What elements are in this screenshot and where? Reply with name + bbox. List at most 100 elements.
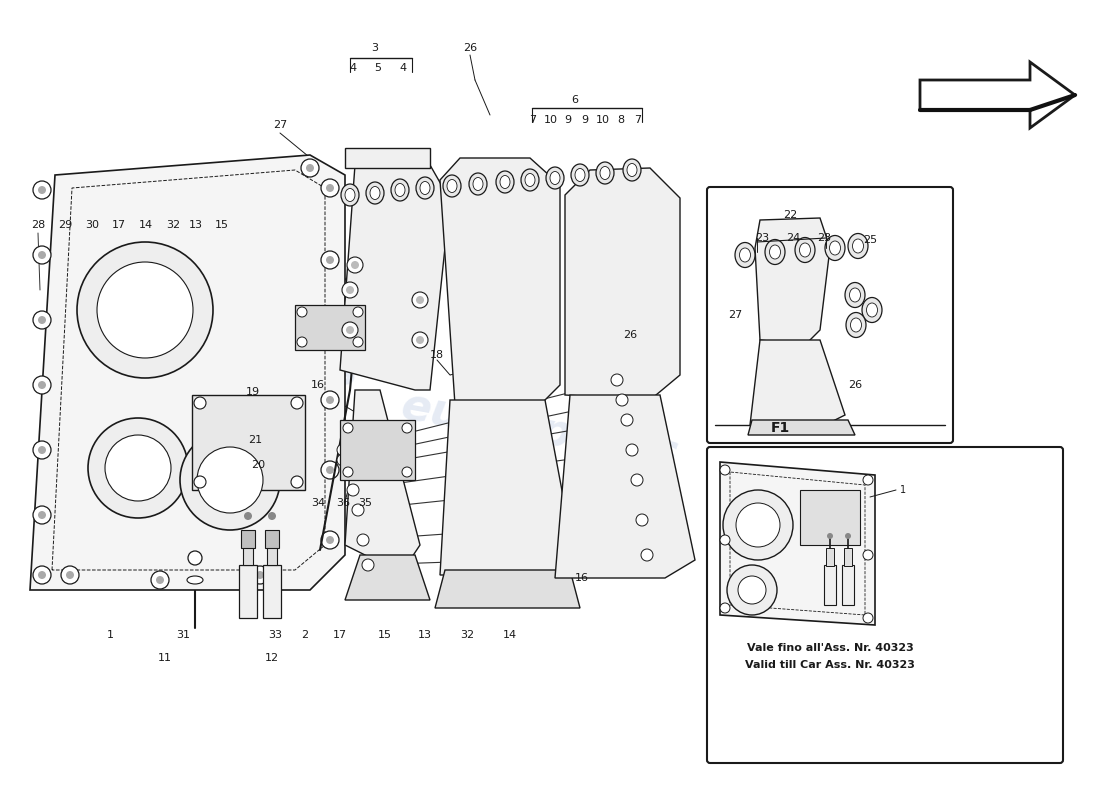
Text: 6: 6 (572, 95, 579, 105)
Circle shape (39, 571, 46, 579)
Circle shape (194, 476, 206, 488)
Polygon shape (267, 545, 277, 565)
Circle shape (180, 430, 280, 530)
Circle shape (352, 504, 364, 516)
Circle shape (39, 381, 46, 389)
Text: 26: 26 (463, 43, 477, 53)
Polygon shape (440, 400, 575, 575)
Circle shape (326, 396, 334, 404)
Text: 4: 4 (399, 63, 407, 73)
Circle shape (194, 397, 206, 409)
Polygon shape (556, 395, 695, 578)
Text: 2: 2 (301, 630, 309, 640)
Ellipse shape (800, 243, 811, 257)
Circle shape (720, 535, 730, 545)
Text: Valid till Car Ass. Nr. 40323: Valid till Car Ass. Nr. 40323 (745, 660, 915, 670)
Circle shape (864, 613, 873, 623)
Circle shape (33, 376, 51, 394)
Polygon shape (265, 530, 279, 548)
Ellipse shape (862, 298, 882, 322)
Text: 30: 30 (85, 220, 99, 230)
Circle shape (88, 418, 188, 518)
Text: 28: 28 (31, 220, 45, 230)
Ellipse shape (366, 182, 384, 204)
Text: 26: 26 (848, 380, 862, 390)
Text: 11: 11 (158, 653, 172, 663)
Circle shape (156, 576, 164, 584)
Circle shape (827, 533, 833, 539)
Ellipse shape (395, 183, 405, 197)
Circle shape (412, 332, 428, 348)
Text: 4: 4 (350, 63, 356, 73)
Circle shape (326, 256, 334, 264)
Circle shape (33, 181, 51, 199)
Polygon shape (192, 395, 305, 490)
Circle shape (321, 461, 339, 479)
Polygon shape (340, 420, 415, 480)
Circle shape (416, 336, 424, 344)
Circle shape (337, 454, 349, 466)
Ellipse shape (623, 159, 641, 181)
Ellipse shape (416, 177, 434, 199)
Circle shape (77, 242, 213, 378)
Circle shape (626, 444, 638, 456)
Text: 10: 10 (544, 115, 558, 125)
Circle shape (610, 374, 623, 386)
Circle shape (362, 559, 374, 571)
Text: 9: 9 (564, 115, 572, 125)
Text: 7: 7 (635, 115, 641, 125)
Ellipse shape (848, 234, 868, 258)
Circle shape (353, 307, 363, 317)
Polygon shape (800, 490, 860, 545)
Ellipse shape (550, 171, 560, 185)
FancyBboxPatch shape (707, 447, 1063, 763)
Polygon shape (263, 565, 280, 618)
Ellipse shape (845, 282, 865, 307)
Text: 9: 9 (582, 115, 588, 125)
Polygon shape (241, 530, 255, 548)
Text: 21: 21 (248, 435, 262, 445)
Text: 20: 20 (251, 460, 265, 470)
FancyBboxPatch shape (707, 187, 953, 443)
Ellipse shape (846, 313, 866, 338)
Text: 13: 13 (418, 630, 432, 640)
Circle shape (346, 257, 363, 273)
Ellipse shape (825, 235, 845, 261)
Text: eurospares: eurospares (398, 384, 682, 476)
Polygon shape (720, 462, 874, 625)
Polygon shape (920, 62, 1075, 128)
Polygon shape (295, 305, 365, 350)
Circle shape (736, 503, 780, 547)
Circle shape (326, 536, 334, 544)
Polygon shape (243, 545, 253, 565)
Text: 18: 18 (430, 350, 444, 360)
Circle shape (738, 576, 766, 604)
Circle shape (326, 466, 334, 474)
Text: 16: 16 (311, 380, 324, 390)
Ellipse shape (187, 576, 204, 584)
Circle shape (268, 512, 276, 520)
Text: 14: 14 (503, 630, 517, 640)
Circle shape (727, 565, 777, 615)
Text: 13: 13 (189, 220, 204, 230)
Circle shape (97, 262, 192, 358)
Polygon shape (345, 555, 430, 600)
Text: eurospares: eurospares (78, 304, 362, 396)
Text: 27: 27 (728, 310, 743, 320)
Circle shape (301, 159, 319, 177)
Polygon shape (345, 148, 430, 168)
Ellipse shape (571, 164, 588, 186)
Ellipse shape (829, 241, 840, 255)
Text: Vale fino all'Ass. Nr. 40323: Vale fino all'Ass. Nr. 40323 (747, 643, 913, 653)
Ellipse shape (473, 178, 483, 190)
Ellipse shape (469, 173, 487, 195)
Text: 15: 15 (378, 630, 392, 640)
Text: 26: 26 (623, 330, 637, 340)
Polygon shape (434, 570, 580, 608)
Circle shape (39, 186, 46, 194)
Ellipse shape (764, 239, 785, 265)
Circle shape (616, 394, 628, 406)
Ellipse shape (627, 163, 637, 177)
Text: 24: 24 (785, 233, 800, 243)
Polygon shape (755, 218, 830, 345)
